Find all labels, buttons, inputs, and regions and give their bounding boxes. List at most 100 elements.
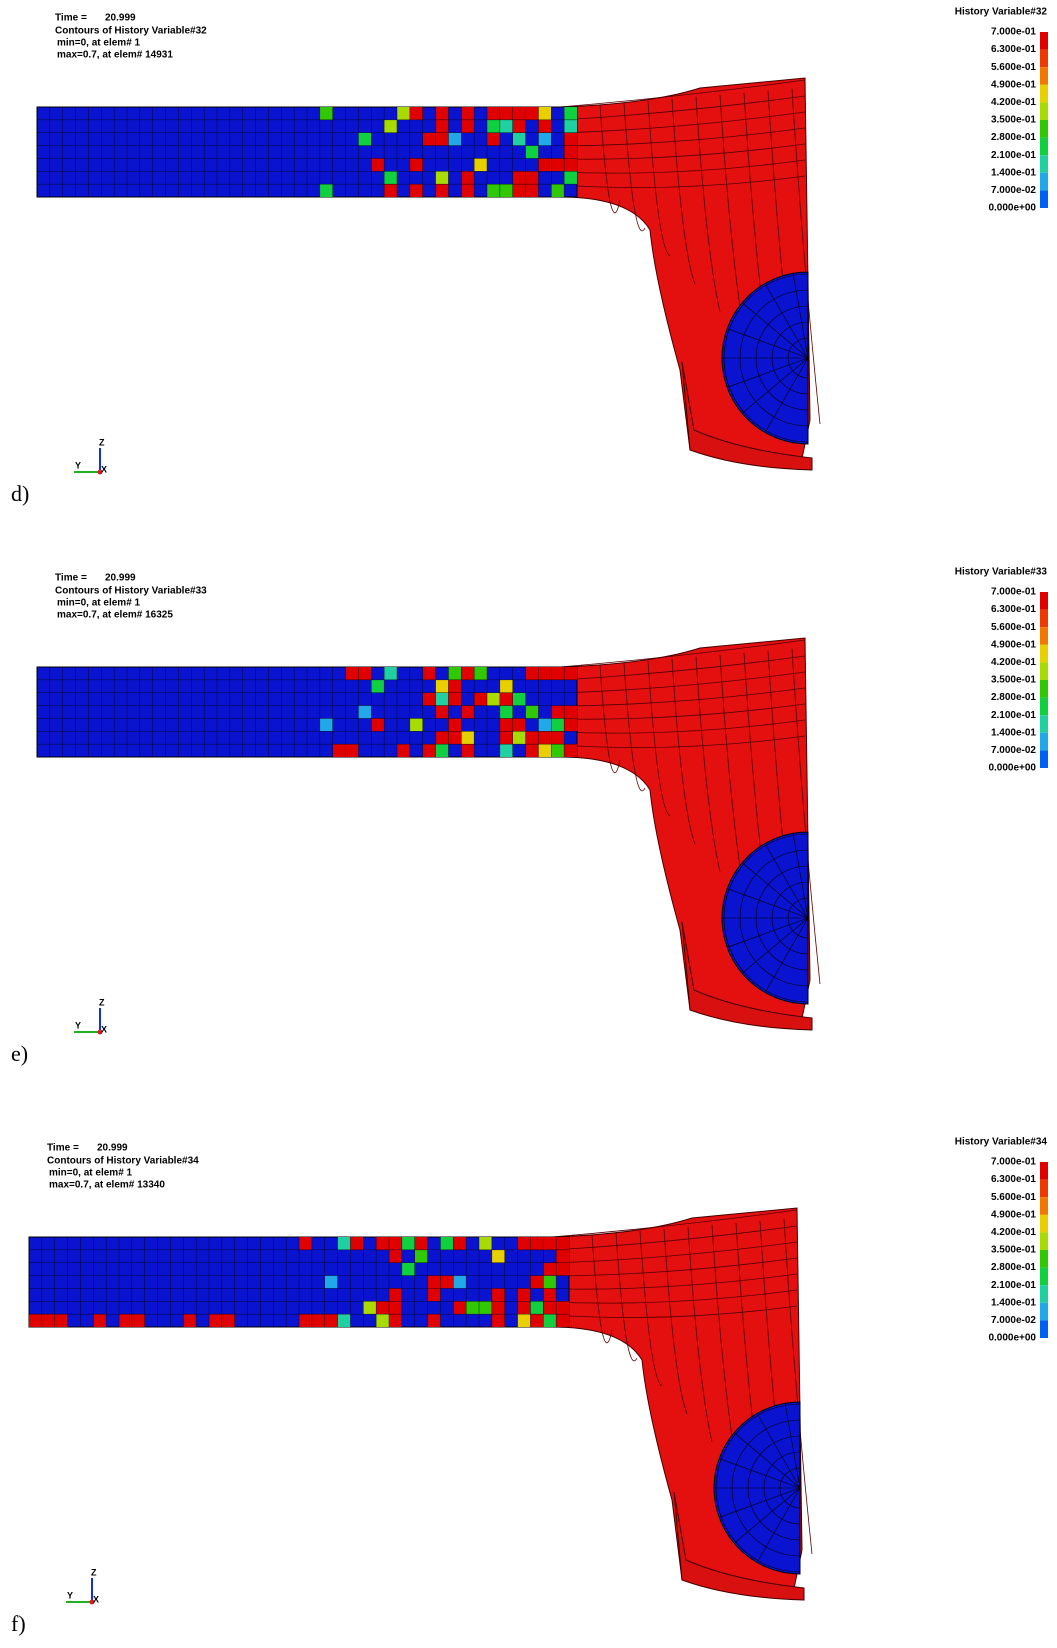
- cell: [319, 718, 333, 732]
- cell: [491, 1249, 505, 1263]
- legend-swatch: [1040, 1232, 1048, 1250]
- triad-label: Y: [67, 1590, 73, 1600]
- cell: [209, 1314, 222, 1327]
- cell: [319, 107, 333, 120]
- flange-mesh: [551, 1289, 798, 1304]
- flange-mesh: [559, 127, 806, 147]
- flange-mesh: [695, 656, 721, 873]
- cell: [384, 184, 397, 197]
- legend-label: 4.900e-01: [991, 79, 1036, 90]
- cell: [345, 744, 359, 757]
- cell: [543, 1275, 557, 1289]
- legend-swatch: [1040, 750, 1048, 768]
- flange-mesh: [559, 159, 806, 174]
- cell: [397, 744, 410, 757]
- panel: Time = 20.999 Contours of History Variable…: [11, 567, 1048, 1066]
- cell: [376, 1314, 389, 1327]
- cell: [319, 184, 333, 197]
- cell: [371, 679, 385, 693]
- cell: [538, 718, 552, 732]
- min-info: min=0, at elem# 1: [57, 598, 141, 609]
- flange-mesh: [647, 100, 671, 257]
- triad-label: Z: [91, 1567, 97, 1577]
- legend-label: 7.000e-02: [991, 745, 1036, 756]
- cell: [556, 1301, 569, 1315]
- cell: [409, 107, 423, 120]
- cell: [512, 692, 526, 706]
- disc-mesh: [733, 1487, 801, 1544]
- legend-swatch: [1040, 1197, 1048, 1215]
- cell: [389, 1301, 402, 1315]
- flange-mesh: [551, 1209, 798, 1238]
- cell: [551, 718, 565, 732]
- cell: [538, 731, 552, 745]
- flange-mesh: [623, 102, 646, 232]
- cell: [564, 132, 577, 146]
- cell: [538, 744, 552, 757]
- cell: [435, 744, 449, 757]
- flange-mesh: [559, 719, 806, 734]
- cell: [389, 1288, 402, 1302]
- legend-swatch: [1040, 120, 1048, 138]
- cell: [461, 731, 475, 745]
- flange-mesh: [639, 1230, 663, 1387]
- panel-label: e): [11, 1041, 28, 1066]
- legend-swatch: [1040, 1250, 1048, 1268]
- legend-swatch: [1040, 715, 1048, 733]
- cell: [517, 1288, 531, 1302]
- panel: Time = 20.999 Contours of History Variable…: [11, 7, 1048, 506]
- cell: [461, 667, 475, 680]
- cell: [487, 184, 500, 197]
- flange-mesh: [559, 79, 806, 108]
- legend-label: 1.400e-01: [991, 167, 1036, 178]
- cell: [564, 158, 577, 172]
- cell: [543, 1262, 557, 1276]
- cell: [525, 744, 539, 757]
- cell: [384, 667, 397, 680]
- legend-label: 4.900e-01: [991, 1209, 1036, 1220]
- cell: [324, 1275, 338, 1289]
- cell: [376, 1301, 389, 1315]
- cell: [337, 1314, 351, 1327]
- cell: [401, 1237, 415, 1250]
- cell: [448, 718, 462, 732]
- cell: [466, 1301, 479, 1315]
- legend-title: History Variable#34: [955, 1137, 1048, 1148]
- legend-label: 2.800e-01: [991, 692, 1036, 703]
- legend-label: 7.000e-01: [991, 1157, 1036, 1168]
- cell: [435, 705, 449, 719]
- cell: [564, 705, 577, 719]
- legend-swatch: [1040, 680, 1048, 698]
- disc-mesh: [764, 917, 809, 993]
- legend-title: History Variable#33: [955, 567, 1048, 578]
- cell: [409, 158, 423, 172]
- cell: [543, 1314, 557, 1327]
- flange-mesh: [791, 88, 821, 425]
- flange-mesh: [791, 648, 821, 985]
- cell: [371, 158, 385, 172]
- cell: [337, 1237, 351, 1250]
- legend-label: 6.300e-01: [991, 604, 1036, 615]
- cell: [512, 171, 526, 185]
- cell: [461, 119, 475, 133]
- legend-label: 7.000e-01: [991, 587, 1036, 598]
- cell: [384, 171, 397, 185]
- legend-label: 6.300e-01: [991, 44, 1036, 55]
- cell: [427, 1288, 441, 1302]
- cell: [435, 692, 449, 706]
- cell: [422, 132, 436, 146]
- legend-swatch: [1040, 662, 1048, 680]
- min-info: min=0, at elem# 1: [57, 38, 141, 49]
- disc-mesh: [764, 843, 809, 919]
- legend-label: 4.200e-01: [991, 657, 1036, 668]
- disc-mesh: [733, 1432, 801, 1489]
- cell: [389, 1314, 402, 1327]
- legend-swatch: [1040, 49, 1048, 68]
- panel: Time = 20.999 Contours of History Variable…: [11, 1137, 1048, 1636]
- cell: [479, 1237, 492, 1250]
- cell: [397, 107, 410, 120]
- cell: [29, 1314, 42, 1327]
- cell: [499, 107, 513, 120]
- flange-mesh: [559, 687, 806, 707]
- cell: [487, 107, 500, 120]
